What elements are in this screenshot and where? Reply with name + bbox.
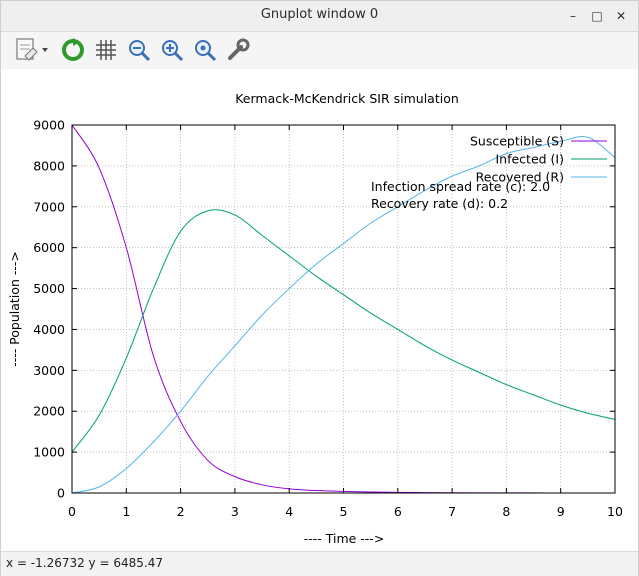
y-tick-label: 1000 [33,445,65,460]
y-tick-label: 4000 [33,322,65,337]
zoom-out-icon [129,40,151,62]
plot-area[interactable]: 0 1 2 3 4 5 6 7 8 9 10 0 1000 2000 3000 4000 5000 6000 700… [1,69,638,551]
status-bar: x = -1.26732 y = 6485.47 [1,551,638,576]
title-bar: Gnuplot window 0 – □ ✕ [1,1,638,32]
window-title: Gnuplot window 0 [260,7,379,22]
replot-icon [62,38,84,61]
chart-title: Kermack-McKendrick SIR simulation [235,91,459,106]
toolbar [1,32,638,70]
zoom-out-button[interactable] [125,36,153,64]
zoom-reset-icon [195,40,217,62]
legend-label-1: Infected (I) [495,152,564,167]
x-tick-label: 9 [557,504,565,519]
tick-marks [71,124,616,494]
x-axis-label: ---- Time ---> [304,531,385,546]
close-button[interactable]: ✕ [615,9,627,23]
y-tick-label: 2000 [33,404,65,419]
series-line-1 [71,209,616,453]
tick-labels: 0 1 2 3 4 5 6 7 8 9 10 0 1000 2000 3000 4000 5000 6000 700… [33,118,623,520]
minimize-button[interactable]: – [570,9,576,23]
legend: Susceptible (S) Infected (I) Recovered (R) [470,134,607,185]
x-tick-label: 2 [177,504,185,519]
x-tick-label: 3 [231,504,239,519]
y-tick-label: 6000 [33,240,65,255]
x-tick-label: 8 [502,504,510,519]
zoom-in-button[interactable] [158,36,186,64]
y-tick-label: 0 [57,486,65,501]
legend-label-2: Recovered (R) [476,170,564,185]
y-tick-label: 7000 [33,199,65,214]
grid-button[interactable] [92,36,120,64]
export-button[interactable] [11,36,51,64]
settings-icon [228,38,250,60]
x-tick-label: 7 [448,504,456,519]
y-tick-label: 3000 [33,363,65,378]
settings-button[interactable] [224,36,252,64]
x-tick-label: 0 [68,504,76,519]
x-tick-label: 10 [607,504,623,519]
grid [72,125,615,493]
x-tick-label: 5 [340,504,348,519]
annotation-infection-rate: Infection spread rate (c): 2.0 [371,179,550,194]
maximize-button[interactable]: □ [591,9,603,23]
x-tick-label: 1 [122,504,130,519]
y-tick-label: 9000 [33,118,65,133]
series-line-2 [71,136,616,494]
cursor-coordinates: x = -1.26732 y = 6485.47 [6,556,163,570]
y-axis-label: ---- Population ---> [7,251,22,367]
zoom-reset-button[interactable] [191,36,219,64]
y-tick-label: 8000 [33,158,65,173]
annotation-recovery-rate: Recovery rate (d): 0.2 [371,196,508,211]
replot-button[interactable] [59,36,87,64]
export-icon [16,38,48,61]
grid-icon [96,40,116,60]
x-tick-label: 6 [394,504,402,519]
x-tick-label: 4 [285,504,293,519]
y-tick-label: 5000 [33,281,65,296]
zoom-in-icon [162,40,184,62]
legend-label-0: Susceptible (S) [470,134,564,149]
sir-chart: 0 1 2 3 4 5 6 7 8 9 10 0 1000 2000 3000 4000 5000 6000 700… [7,91,623,546]
